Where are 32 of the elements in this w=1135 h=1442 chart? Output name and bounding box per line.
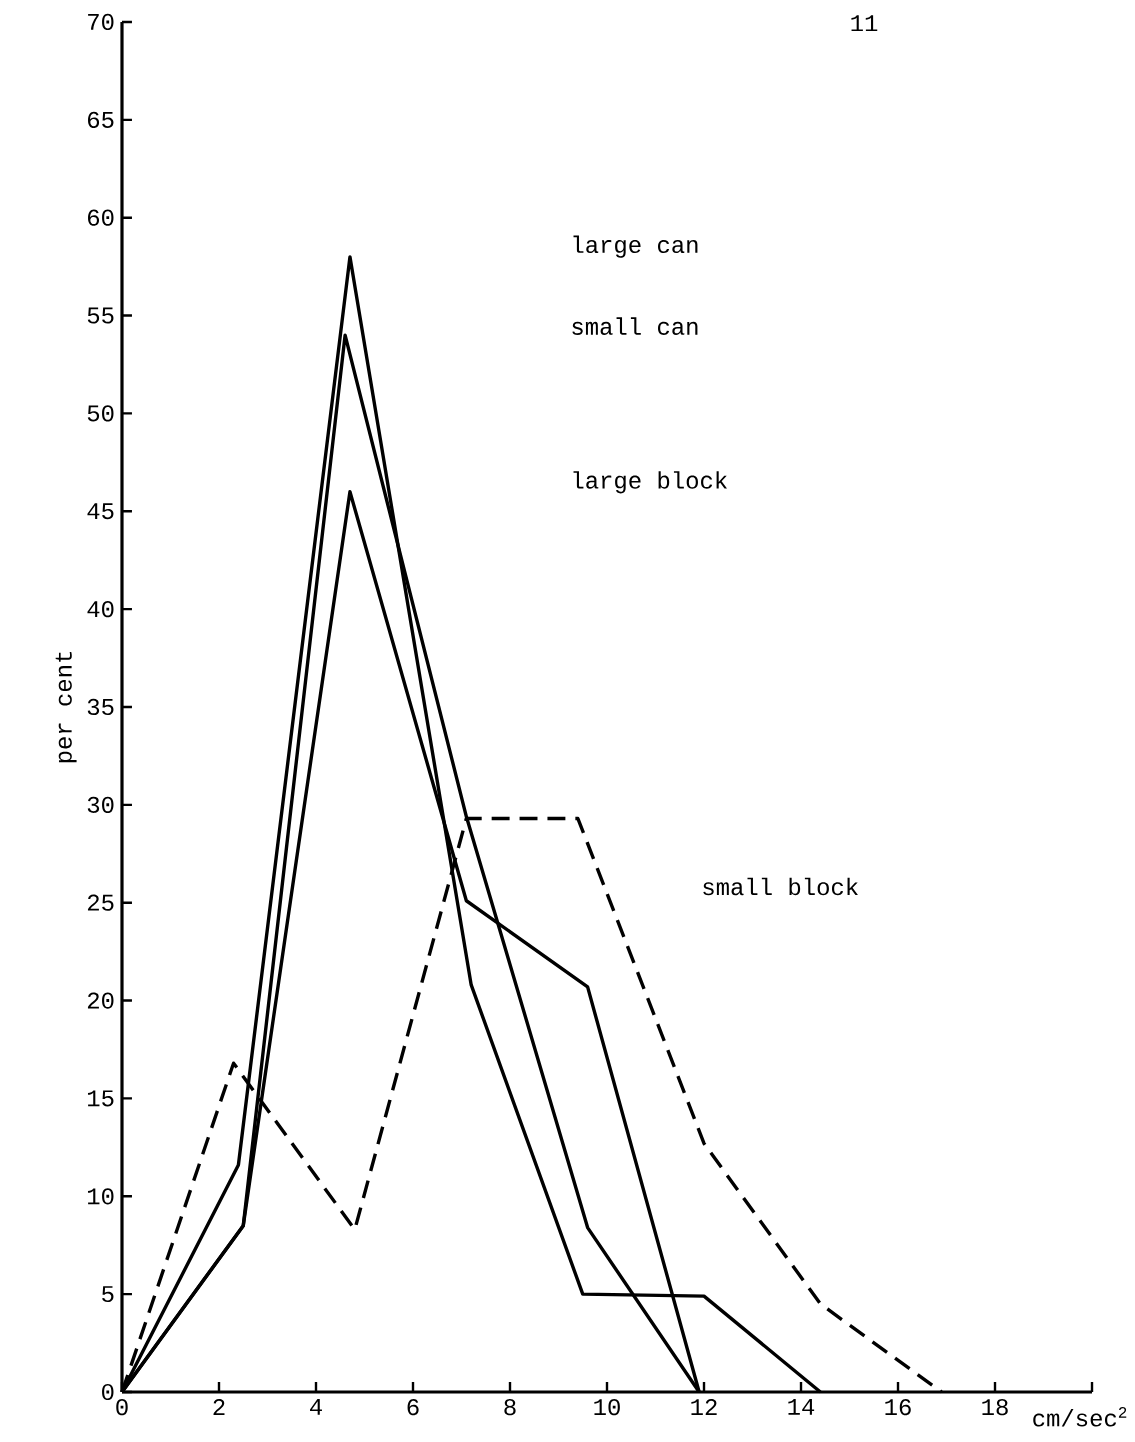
y-tick-label: 5 xyxy=(102,1286,114,1303)
x-tick-label: 18 xyxy=(982,1399,1008,1416)
y-tick-label: 20 xyxy=(87,992,114,1009)
y-tick-label: 60 xyxy=(88,209,114,226)
annotation: large can xyxy=(573,235,698,258)
y-tick-label: 70 xyxy=(88,13,114,31)
x-axis-title: cm/sec$^{2}$ xyxy=(1033,1407,1127,1427)
y-tick-label: 50 xyxy=(87,405,114,422)
y-tick-label: 30 xyxy=(87,796,114,813)
y-tick-label: 65 xyxy=(88,111,114,128)
y-axis-title: per cent xyxy=(55,652,77,763)
y-tick-label: 10 xyxy=(87,1188,114,1205)
x-tick-label: 2 xyxy=(213,1399,225,1416)
y-tick-label: 25 xyxy=(87,894,114,911)
y-tick-label: 55 xyxy=(87,307,114,324)
y-tick-label: 40 xyxy=(87,601,114,618)
annotation: small block xyxy=(703,877,858,896)
y-tick-label: 35 xyxy=(87,698,114,716)
x-tick-label: 16 xyxy=(885,1399,911,1416)
x-tick-label: 0 xyxy=(116,1399,128,1416)
x-tick-label: 10 xyxy=(594,1399,620,1416)
x-tick-label: 8 xyxy=(504,1399,516,1416)
annotation: 11 xyxy=(851,15,878,32)
y-tick-label: 45 xyxy=(87,503,114,520)
x-tick-label: 6 xyxy=(407,1399,419,1416)
x-tick-label: 12 xyxy=(691,1399,717,1416)
y-tick-label: 0 xyxy=(102,1383,114,1401)
annotation: small can xyxy=(572,317,698,335)
x-tick-label: 14 xyxy=(788,1399,815,1415)
y-tick-label: 15 xyxy=(87,1090,114,1107)
x-tick-label: 4 xyxy=(310,1399,322,1415)
annotation: large block xyxy=(573,471,727,494)
